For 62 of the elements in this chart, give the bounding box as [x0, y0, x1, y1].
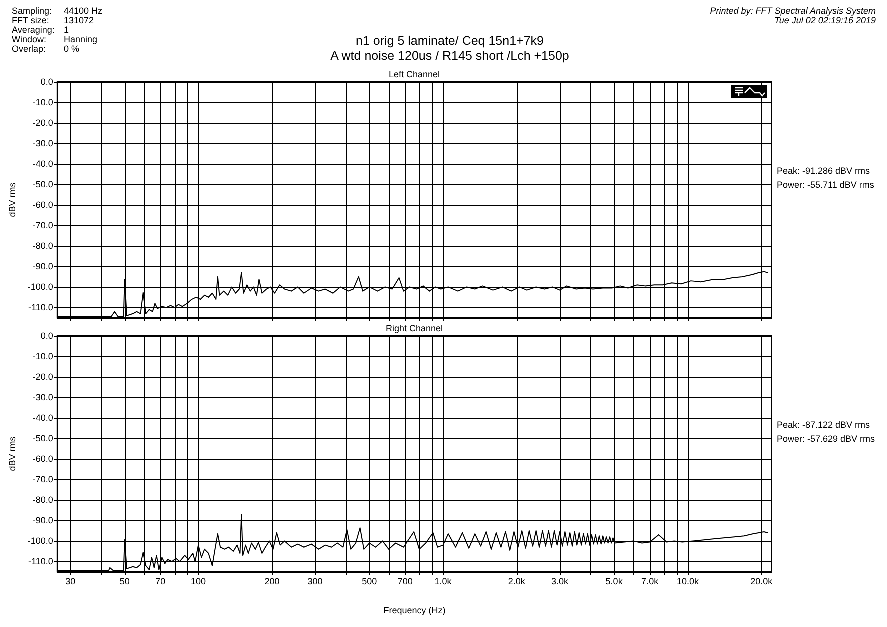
x-tick-label: 10.0k [676, 576, 700, 586]
text: Peak: -91.286 dBV rms [777, 166, 871, 176]
y-tick-label: -50.0 [32, 434, 54, 444]
x-tick-label: 50 [120, 576, 130, 586]
text: 0 % [64, 44, 80, 54]
y-tick-label: -110.0 [28, 556, 54, 567]
text: 44100 Hz [64, 6, 104, 16]
x-tick-label: 500 [362, 576, 378, 586]
x-tick-label: 100 [191, 576, 206, 586]
x-tick-label: 5.0k [606, 576, 624, 586]
x-tick-label: 1.0k [434, 576, 452, 586]
text: Power: -57.629 dBV rms [777, 434, 876, 444]
y-tick-label: -70.0 [32, 474, 54, 485]
y-tick-label: -30.0 [32, 138, 54, 149]
text: Peak: -87.122 dBV rms [777, 420, 871, 430]
x-tick-label: 700 [398, 576, 413, 586]
x-axis-title: Frequency (Hz) [384, 606, 446, 616]
x-tick-label: 2.0k [508, 576, 526, 586]
y-tick-label: -60.0 [32, 200, 54, 210]
text: Hanning [64, 34, 98, 44]
text: n1 orig 5 laminate/ Ceq 15n1+7k9 [356, 34, 544, 48]
text: Overlap: [12, 44, 46, 54]
x-tick-label: 70 [156, 576, 166, 586]
text: 131072 [64, 16, 94, 26]
text: Sampling: [12, 6, 52, 16]
text: Averaging: [12, 25, 55, 35]
y-tick-label: -80.0 [32, 241, 54, 252]
y-tick-label: -30.0 [32, 392, 54, 403]
text: Window: [12, 34, 47, 44]
y-tick-label: 0.0 [40, 77, 54, 87]
y-tick-label: -10.0 [32, 352, 54, 362]
chart-title: Left Channel [388, 70, 440, 80]
y-axis-title: dBV rms [8, 182, 18, 218]
x-tick-label: 7.0k [642, 576, 660, 586]
text: Printed by: FFT Spectral Analysis System [710, 6, 876, 16]
y-tick-label: -90.0 [32, 516, 54, 526]
text: A wtd noise 120us / R145 short /Lch +150p [330, 49, 570, 63]
y-tick-label: -100.0 [28, 536, 54, 546]
y-tick-label: 0.0 [40, 331, 54, 341]
y-tick-label: -100.0 [28, 282, 54, 292]
x-tick-label: 20.0k [750, 576, 774, 586]
x-tick-label: 30 [66, 576, 76, 586]
text: 1 [64, 25, 70, 35]
y-tick-label: -40.0 [32, 159, 54, 170]
y-tick-label: -110.0 [28, 302, 54, 313]
y-tick-label: -90.0 [32, 262, 54, 272]
x-tick-label: 300 [308, 576, 323, 586]
y-axis-title: dBV rms [8, 436, 18, 472]
text: Tue Jul 02 02:19:16 2019 [774, 16, 876, 26]
x-tick-label: 200 [264, 576, 280, 586]
y-tick-label: -20.0 [32, 372, 54, 382]
text: Power: -55.711 dBV rms [777, 180, 875, 190]
y-tick-label: -50.0 [32, 180, 54, 190]
y-tick-label: -80.0 [32, 495, 54, 506]
y-tick-label: -60.0 [32, 454, 54, 464]
text: FFT size: [12, 16, 50, 26]
chart-title: Right Channel [386, 324, 444, 334]
y-tick-label: -70.0 [32, 220, 54, 231]
y-tick-label: -20.0 [32, 118, 54, 128]
y-tick-label: -10.0 [32, 98, 54, 108]
y-tick-label: -40.0 [32, 413, 54, 424]
x-tick-label: 3.0k [552, 576, 570, 586]
